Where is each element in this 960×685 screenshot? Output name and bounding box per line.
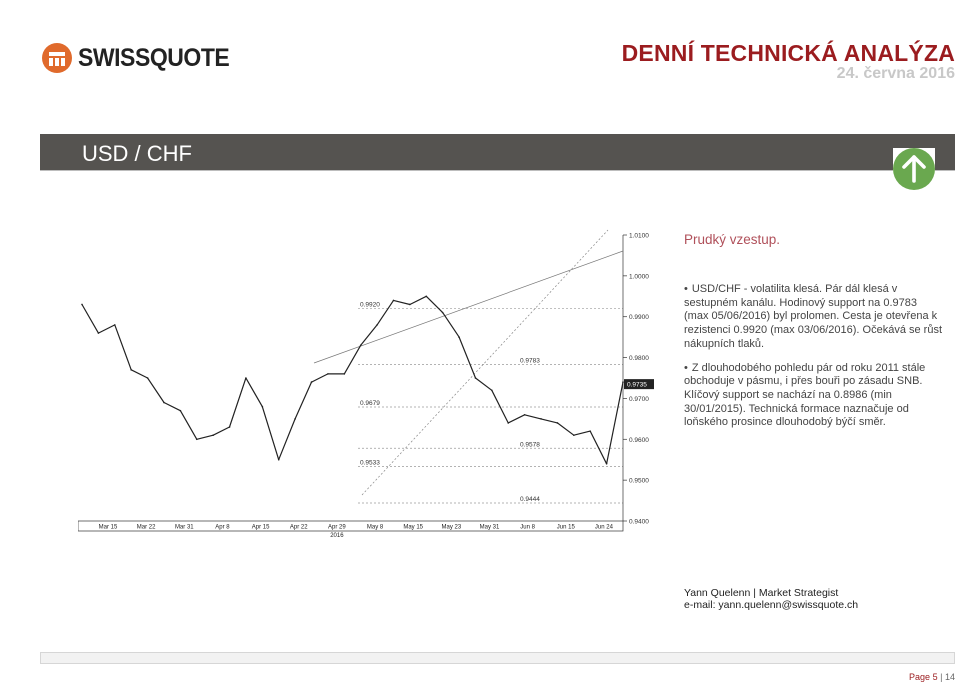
level-label: 0.9533 [360,460,380,467]
y-tick-label: 0.9600 [629,437,649,444]
price-point [113,324,116,326]
x-tick-label: Apr 15 [252,525,270,531]
price-point [245,377,247,379]
price-point [294,418,296,420]
arrow-up-icon [893,148,935,190]
x-tick-label: May 31 [480,525,500,531]
banner-divider [40,170,955,171]
currency-pair-title: USD / CHF [82,141,192,166]
analysis-bullets: USD/CHF - volatilita klesá. Pár dál kles… [684,283,944,440]
x-tick-label: Apr 8 [215,525,230,531]
price-series-line [81,295,624,465]
price-point [310,381,313,383]
x-tick-label: Apr 29 [328,525,346,531]
price-point [392,299,395,302]
page-label: Page [909,672,931,682]
price-point [277,458,280,461]
brand-name: SWISSQUOTE [78,43,230,72]
price-point [491,389,493,392]
price-point [523,413,526,416]
y-tick-label: 0.9900 [629,314,649,321]
price-point [179,409,182,412]
page-current: 5 [932,672,938,682]
price-point [146,377,149,379]
y-tick-label: 0.9400 [629,519,649,526]
page-number: Page 5 | 14 [909,672,955,682]
page-separator: | [940,672,943,682]
price-point [573,434,575,436]
document-date: 24. června 2016 [836,65,955,82]
swissquote-logo-icon [42,43,72,73]
author-line: Yann Quelenn | Market Strategist [684,587,839,599]
level-label: 0.9679 [360,400,380,407]
y-tick-label: 0.9500 [629,478,649,485]
price-point [540,418,542,420]
price-point [327,373,329,375]
price-point [425,295,428,298]
document-title: DENNÍ TECHNICKÁ ANALÝZA [621,40,955,66]
x-tick-label: Mar 15 [99,525,118,531]
level-label: 0.9578 [520,441,540,448]
price-chart-svg: 0.9920 0.9783 0.9679 0.9578 0.9533 0.9444 1.01… [77,229,654,539]
x-tick-label: May 15 [403,525,423,531]
price-point [458,336,460,338]
x-tick-label: Jun 8 [520,525,535,531]
price-point [81,303,83,306]
level-label: 0.9920 [360,302,380,309]
price-point [163,401,165,404]
y-tick-label: 1.0100 [629,233,649,240]
last-price-label: 0.9735 [627,382,647,389]
price-point [441,311,444,314]
x-year-label: 2016 [330,533,344,539]
price-point [589,430,592,432]
price-point [359,344,362,347]
author-email[interactable]: e-mail: yann.quelenn@swissquote.ch [684,599,859,611]
x-tick-label: Mar 22 [137,525,156,531]
last-price-badge [624,379,654,390]
price-point [507,422,510,424]
section-banner: USD / CHF [40,134,955,170]
swissquote-logo: SWISSQUOTE [42,43,242,73]
x-tick-label: Jun 24 [595,525,614,531]
footer-bar [40,652,955,664]
y-tick-label: 0.9800 [629,355,649,362]
price-point [409,303,411,306]
page-total: 14 [944,672,955,682]
upper-trend-line [313,250,624,364]
price-point [622,381,624,383]
price-point [261,405,264,408]
price-point [376,324,378,326]
level-label: 0.9783 [520,358,540,365]
price-point [605,463,608,465]
analysis-bullet: USD/CHF - volatilita klesá. Pár dál kles… [684,283,944,352]
x-tick-label: Mar 31 [175,525,194,531]
price-point [556,422,559,424]
x-tick-label: Apr 22 [290,525,308,531]
price-point [97,332,100,334]
price-point [130,369,132,371]
y-tick-label: 1.0000 [629,273,649,280]
level-label: 0.9444 [520,496,540,503]
dashed-trend-line [361,229,609,496]
price-point [343,373,346,375]
x-axis-bar [77,520,624,532]
x-tick-label: May 8 [367,525,384,531]
analysis-bullet: Z dlouhodobého pohledu pár od roku 2011 … [684,362,944,431]
x-tick-label: May 23 [441,525,461,531]
price-point [195,438,198,441]
price-chart: 0.9920 0.9783 0.9679 0.9578 0.9533 0.9444 1.01… [77,225,658,540]
analysis-headline: Prudký vzestup. [684,232,781,247]
price-point [474,377,477,379]
x-tick-label: Jun 15 [557,525,576,531]
price-point [228,426,231,428]
y-tick-label: 0.9700 [629,396,649,403]
price-point [212,434,214,436]
